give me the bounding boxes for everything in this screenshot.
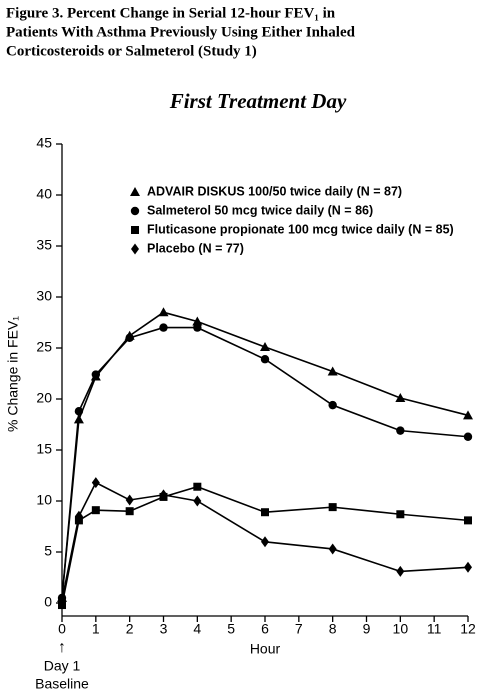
data-point xyxy=(74,510,83,522)
x-tick-label: 1 xyxy=(92,621,100,637)
title-line: Figure 3. Percent Change in Serial 12-ho… xyxy=(6,5,336,21)
series-line xyxy=(61,481,469,601)
data-point xyxy=(193,495,202,507)
data-point xyxy=(91,370,101,379)
y-tick-label: 20 xyxy=(36,390,52,406)
data-point xyxy=(159,489,168,501)
series-line xyxy=(61,326,469,598)
data-point xyxy=(159,323,168,332)
data-point xyxy=(261,508,269,517)
y-tick-label: 15 xyxy=(36,441,52,457)
y-tick-label: 10 xyxy=(36,492,52,508)
data-point xyxy=(464,561,472,573)
data-point xyxy=(125,507,134,516)
data-point xyxy=(396,426,405,435)
data-point xyxy=(396,565,405,577)
subtitle: First Treatment Day xyxy=(169,89,347,113)
x-tick-label: 3 xyxy=(160,621,168,637)
legend-label: Placebo (N = 77) xyxy=(147,241,244,255)
data-point xyxy=(74,407,84,416)
data-point xyxy=(193,482,202,491)
data-point xyxy=(260,355,270,364)
data-point xyxy=(158,307,169,317)
data-point xyxy=(327,366,338,376)
data-point xyxy=(125,494,134,506)
y-tick-label: 35 xyxy=(36,237,52,253)
x-tick-label: 11 xyxy=(427,621,442,637)
data-point xyxy=(463,410,473,420)
annotation: Day 1 xyxy=(44,658,81,674)
legend-label: Salmeterol 50 mcg twice daily (N = 86) xyxy=(147,203,373,217)
data-point xyxy=(463,432,473,441)
data-point xyxy=(261,536,269,548)
legend-marker xyxy=(130,206,140,216)
data-point xyxy=(192,316,203,326)
x-tick-label: 7 xyxy=(295,621,303,637)
legend-marker xyxy=(131,243,139,255)
x-axis-label: Hour xyxy=(250,641,281,657)
x-tick-label: 4 xyxy=(193,621,201,637)
y-axis-label: % Change in FEV₁ xyxy=(5,316,21,432)
data-point xyxy=(260,341,270,351)
data-point xyxy=(328,543,337,555)
data-point xyxy=(91,477,100,489)
legend-marker xyxy=(131,226,139,234)
data-point xyxy=(464,516,472,525)
data-point xyxy=(125,333,134,342)
series-line xyxy=(61,485,469,606)
annotation: Baseline xyxy=(35,676,89,692)
title-line: Corticosteroids or Salmeterol (Study 1) xyxy=(6,43,257,59)
x-tick-label: 6 xyxy=(261,621,269,637)
x-tick-label: 0 xyxy=(58,621,66,637)
x-tick-label: 10 xyxy=(393,621,409,637)
data-point xyxy=(395,392,406,402)
x-tick-label: 8 xyxy=(329,621,337,637)
y-tick-label: 5 xyxy=(44,543,52,559)
data-point xyxy=(91,506,100,515)
data-point xyxy=(58,594,66,606)
x-tick-label: 12 xyxy=(460,621,476,637)
title-line: Patients With Asthma Previously Using Ei… xyxy=(6,24,356,40)
y-tick-label: 30 xyxy=(36,288,52,304)
data-point xyxy=(396,510,405,519)
annotation-arrow: ↑ xyxy=(58,639,66,656)
y-tick-label: 45 xyxy=(36,135,52,151)
x-tick-label: 5 xyxy=(227,621,235,637)
legend-marker xyxy=(130,187,140,196)
data-point xyxy=(193,323,202,332)
data-point xyxy=(328,400,337,410)
series-line xyxy=(61,311,469,598)
y-tick-label: 25 xyxy=(36,339,52,355)
legend-label: Fluticasone propionate 100 mcg twice dai… xyxy=(147,222,454,236)
data-point xyxy=(328,503,337,512)
legend-label: ADVAIR DISKUS 100/50 twice daily (N = 87… xyxy=(147,184,402,198)
x-tick-label: 9 xyxy=(363,621,371,637)
x-tick-label: 2 xyxy=(126,621,134,637)
y-tick-label: 0 xyxy=(44,594,52,610)
y-tick-label: 40 xyxy=(36,186,52,202)
